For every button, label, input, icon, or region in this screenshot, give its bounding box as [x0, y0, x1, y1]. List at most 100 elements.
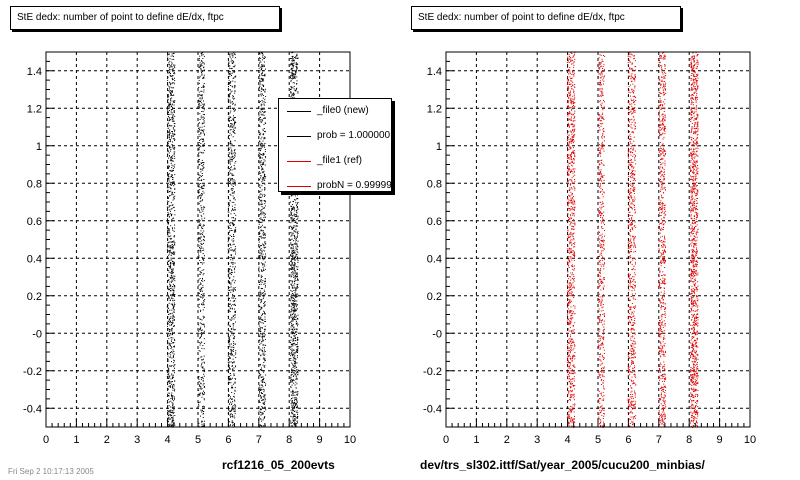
data-point: [259, 134, 261, 136]
data-point: [171, 287, 173, 289]
data-point: [200, 69, 202, 71]
data-point: [292, 255, 294, 257]
data-point: [290, 280, 292, 282]
data-point: [293, 318, 295, 320]
data-point: [569, 243, 571, 245]
data-point: [170, 139, 171, 141]
data-point: [290, 311, 292, 313]
data-point: [173, 101, 174, 103]
data-point: [260, 288, 262, 290]
data-point: [168, 157, 169, 159]
data-point: [293, 240, 295, 242]
data-point: [173, 94, 175, 96]
data-point: [173, 396, 175, 398]
data-point: [200, 183, 202, 184]
data-point: [198, 134, 200, 136]
data-point: [260, 109, 262, 110]
data-point: [228, 160, 230, 162]
data-point: [296, 236, 298, 238]
data-point: [172, 75, 174, 76]
data-point: [570, 142, 572, 144]
data-point: [172, 248, 174, 250]
data-point: [293, 276, 295, 278]
data-point: [567, 161, 568, 163]
data-point: [198, 238, 200, 240]
data-point: [568, 54, 570, 56]
data-point: [169, 176, 171, 178]
data-point: [198, 425, 200, 427]
data-point: [167, 197, 169, 198]
data-point: [228, 309, 230, 311]
data-point: [170, 125, 172, 127]
data-point: [291, 217, 293, 219]
data-point: [203, 166, 205, 168]
data-point: [233, 165, 235, 166]
data-point: [204, 392, 205, 394]
data-point: [235, 378, 236, 380]
data-point: [227, 248, 229, 250]
data-point: [265, 123, 267, 124]
data-point: [198, 142, 200, 143]
data-point: [174, 134, 175, 136]
data-point: [294, 243, 296, 245]
data-point: [229, 53, 231, 55]
data-point: [296, 371, 298, 373]
data-point: [571, 98, 573, 100]
data-point: [260, 299, 262, 301]
data-point: [569, 169, 571, 171]
data-point: [567, 143, 569, 145]
data-point: [234, 312, 236, 313]
data-point: [573, 342, 575, 343]
data-point: [569, 299, 571, 301]
data-point: [203, 120, 205, 122]
data-point: [201, 95, 202, 97]
data-point: [228, 170, 230, 172]
data-point: [571, 347, 572, 349]
data-point: [262, 203, 264, 205]
data-point: [201, 324, 203, 325]
data-point: [574, 385, 576, 387]
data-point: [229, 394, 230, 396]
data-point: [571, 312, 573, 314]
data-point: [233, 115, 234, 117]
data-point: [293, 335, 295, 337]
data-point: [200, 64, 202, 66]
data-point: [572, 394, 574, 396]
data-point: [260, 160, 262, 162]
data-point: [231, 184, 233, 186]
data-point: [264, 334, 266, 336]
data-point: [203, 140, 205, 142]
data-point: [569, 107, 570, 109]
data-point: [203, 149, 205, 151]
data-point: [291, 248, 293, 250]
data-point: [167, 197, 168, 199]
data-point: [233, 256, 235, 258]
data-point: [201, 388, 203, 390]
data-point: [567, 136, 569, 138]
data-point: [200, 133, 202, 135]
data-point: [570, 396, 572, 398]
data-point: [170, 241, 172, 243]
data-point: [227, 211, 229, 213]
data-point: [201, 180, 202, 181]
data-point: [229, 379, 231, 381]
data-point: [295, 411, 297, 413]
data-point: [171, 131, 173, 132]
data-point: [295, 274, 296, 276]
data-point: [233, 157, 235, 159]
data-point: [166, 306, 168, 308]
data-point: [234, 132, 236, 134]
data-point: [258, 271, 260, 273]
data-point: [202, 280, 204, 282]
data-point: [171, 347, 173, 349]
data-point: [174, 340, 176, 341]
data-point: [568, 134, 570, 136]
data-point: [198, 104, 200, 105]
data-point: [295, 332, 297, 333]
data-point: [202, 234, 203, 236]
data-point: [201, 126, 203, 128]
data-point: [171, 271, 173, 273]
data-point: [171, 135, 173, 136]
data-point: [168, 241, 170, 243]
data-point: [173, 72, 175, 74]
